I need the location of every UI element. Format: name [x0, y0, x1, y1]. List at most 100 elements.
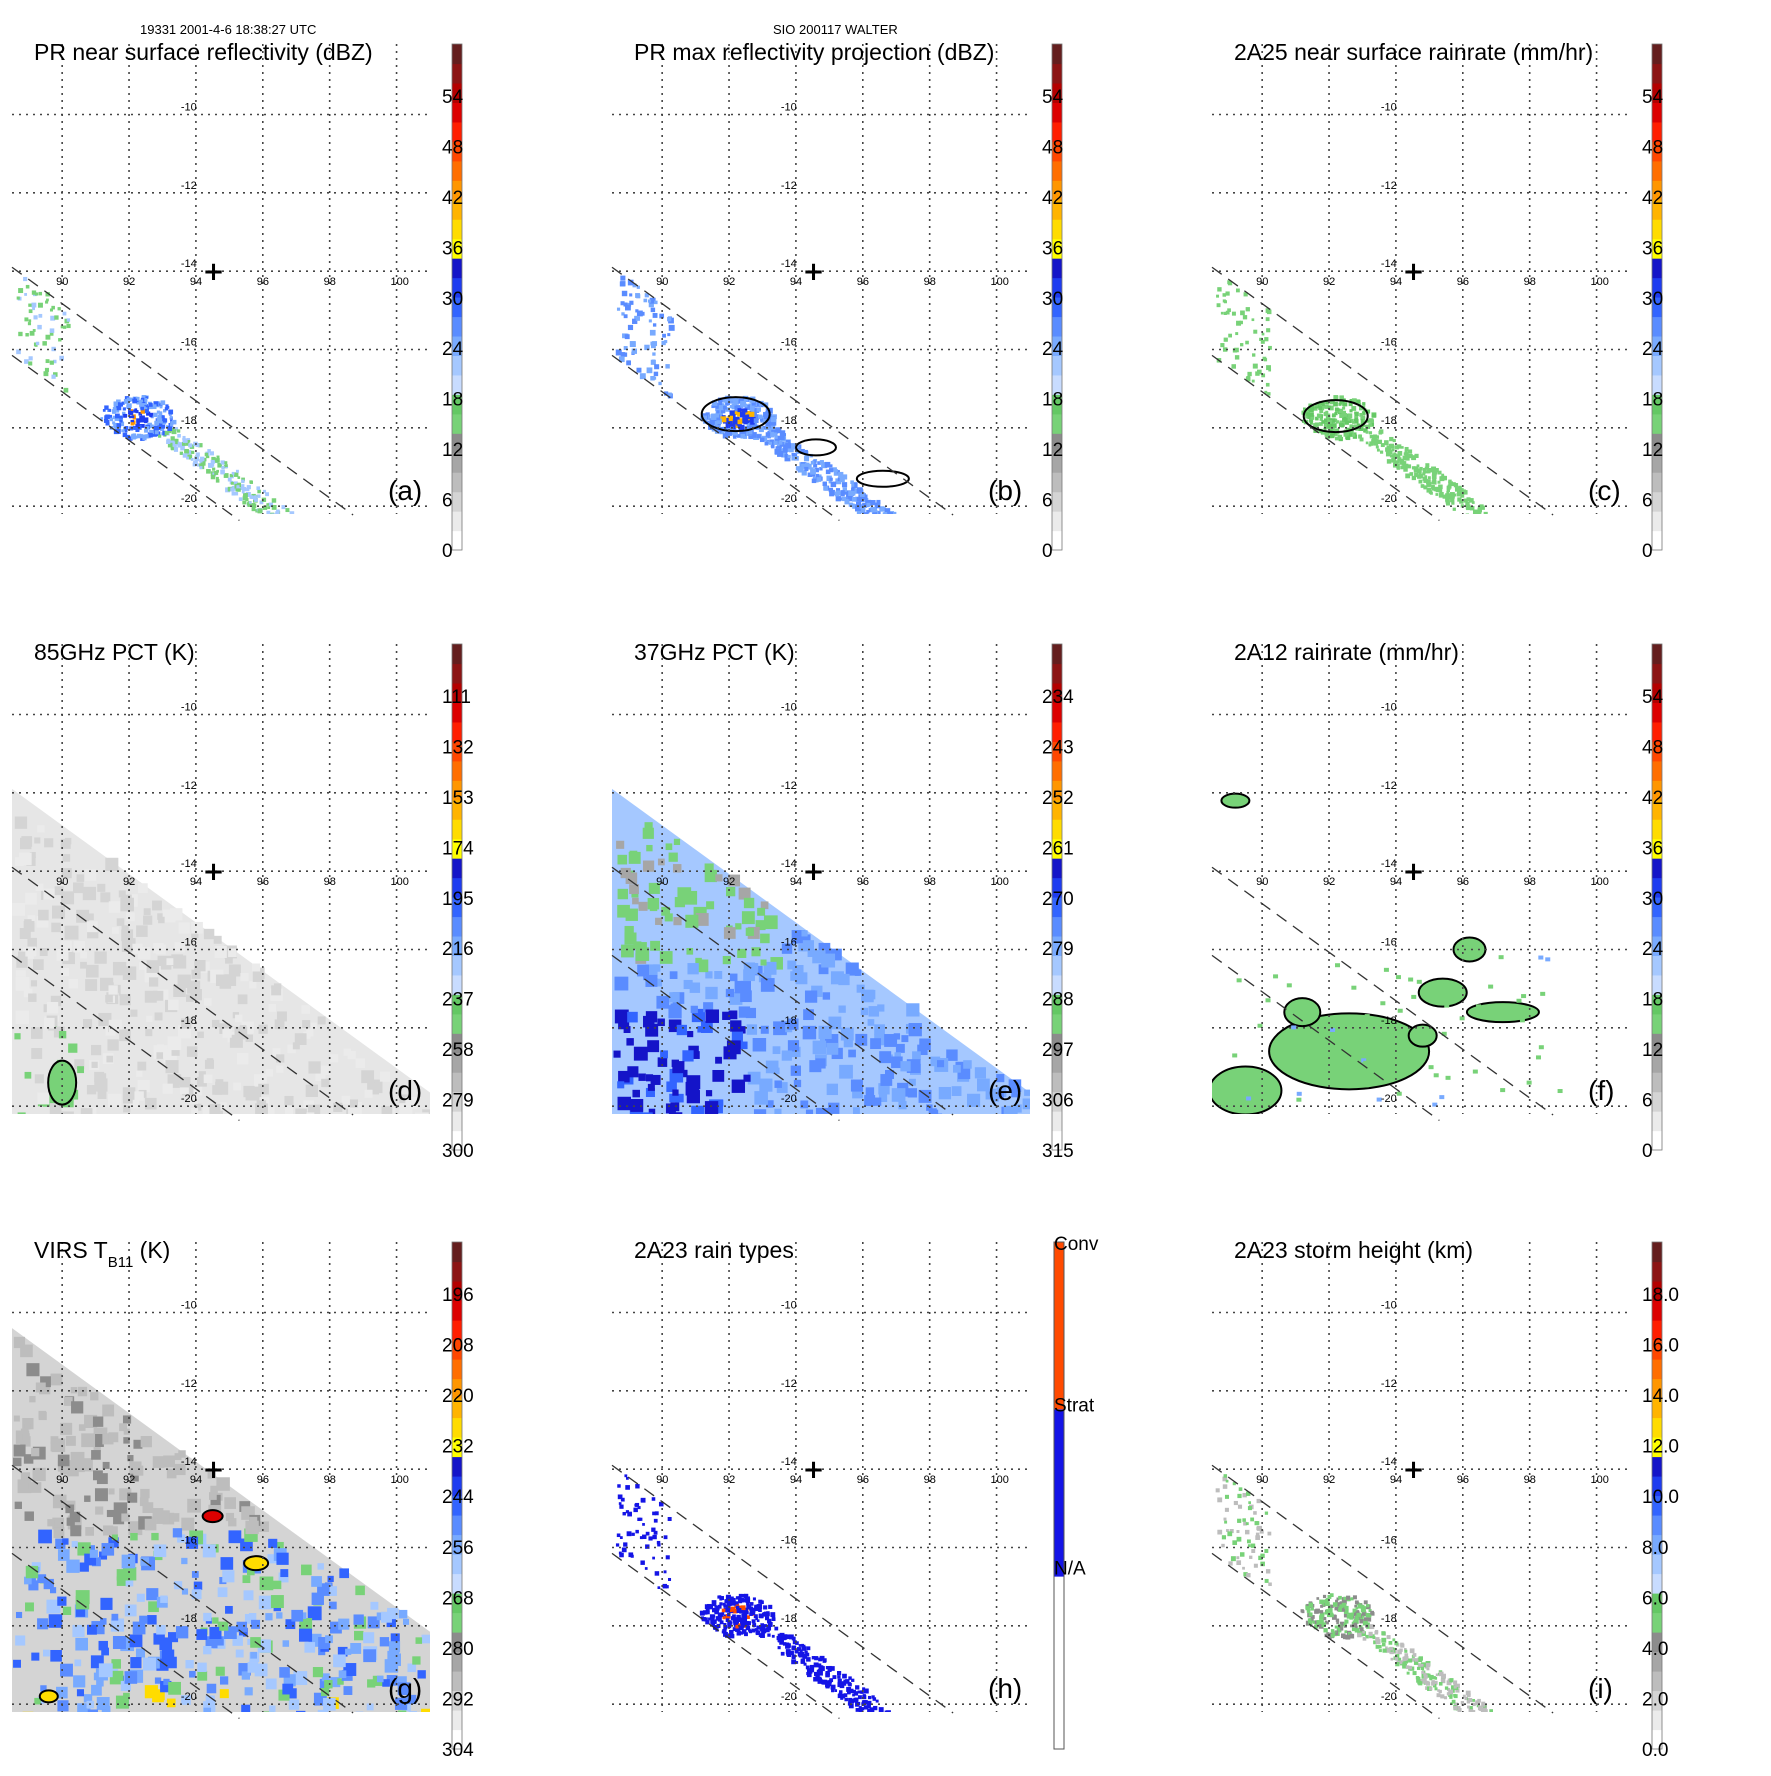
- rain-pixel: [1240, 343, 1244, 347]
- brightness-pixel: [174, 942, 185, 953]
- rain-pixel: [847, 1682, 852, 1686]
- colorbar-segment: [1052, 1091, 1062, 1112]
- rain-pixel: [1249, 1555, 1253, 1559]
- reflectivity-pixel: [906, 534, 912, 540]
- rain-pixel: [657, 1586, 661, 1589]
- rain-pixel: [191, 450, 195, 454]
- rain-pixel: [1246, 1491, 1251, 1496]
- brightness-pixel: [370, 1601, 379, 1610]
- rain-pixel: [1438, 484, 1443, 490]
- rain-pixel: [1481, 1701, 1486, 1706]
- reflectivity-pixel: [915, 536, 920, 541]
- reflectivity-pixel: [804, 462, 810, 468]
- rain-pixel: [830, 1666, 835, 1671]
- brightness-pixel: [109, 1670, 124, 1685]
- rain-pixel: [1520, 544, 1524, 548]
- rain-pixel: [929, 1749, 933, 1753]
- reflectivity-pixel: [877, 519, 882, 524]
- lon-tick-label: 98: [324, 1474, 336, 1486]
- reflectivity-pixel: [748, 434, 754, 439]
- reflectivity-pixel: [736, 434, 741, 438]
- rain-pixel: [1496, 1718, 1501, 1723]
- brightness-pixel: [997, 1092, 1004, 1099]
- rain-pixel: [1366, 1625, 1370, 1629]
- reflectivity-pixel: [735, 416, 740, 422]
- rain-pixel: [207, 449, 211, 453]
- reflectivity-pixel: [814, 467, 819, 473]
- brightness-pixel: [285, 1619, 296, 1630]
- brightness-pixel: [214, 945, 227, 959]
- reflectivity-pixel: [756, 407, 761, 412]
- colorbar-segment: [452, 472, 462, 493]
- rain-pixel: [867, 1704, 871, 1709]
- lat-tick-label: -20: [1381, 493, 1397, 505]
- rain-pixel: [1523, 1744, 1526, 1747]
- rain-pixel: [1358, 1625, 1363, 1630]
- colorbar-segment: [452, 1013, 462, 1034]
- brightness-pixel: [191, 1107, 199, 1114]
- brightness-pixel: [137, 883, 148, 894]
- rain-pixel: [1347, 1632, 1351, 1635]
- rain-pixel: [135, 396, 140, 401]
- brightness-pixel: [677, 887, 692, 901]
- brightness-pixel: [282, 1683, 294, 1695]
- rain-pixel: [1340, 1627, 1344, 1631]
- brightness-pixel: [75, 1637, 88, 1651]
- rain-pixel: [760, 1600, 764, 1605]
- brightness-pixel: [878, 1083, 890, 1095]
- rain-pixel: [1409, 1648, 1415, 1654]
- rain-pixel: [170, 436, 175, 441]
- rain-pixel: [1499, 1718, 1504, 1723]
- rain-pixel: [914, 1737, 919, 1742]
- rain-pixel: [153, 425, 159, 431]
- brightness-pixel: [673, 838, 681, 846]
- rain-pixel: [735, 1601, 739, 1605]
- rain-pixel: [1339, 1621, 1345, 1627]
- reflectivity-pixel: [784, 454, 789, 458]
- rain-pixel: [1343, 1608, 1349, 1614]
- brightness-pixel: [129, 1098, 139, 1109]
- brightness-pixel: [772, 1046, 781, 1055]
- brightness-pixel: [14, 1033, 21, 1040]
- rain-pixel: [170, 441, 176, 447]
- reflectivity-pixel: [740, 429, 747, 436]
- rain-pixel: [1434, 468, 1439, 473]
- reflectivity-pixel: [891, 523, 896, 528]
- brightness-pixel: [62, 1538, 69, 1545]
- rain-pixel: [1459, 488, 1464, 493]
- rain-pixel: [210, 459, 215, 464]
- swath-edge-line: [611, 1464, 954, 1714]
- rain-pixel: [1395, 1661, 1400, 1667]
- colorbar-segment: [1652, 974, 1662, 995]
- rain-pixel: [1470, 1716, 1473, 1719]
- rain-pixel: [1507, 532, 1511, 536]
- rain-pixel: [235, 469, 239, 473]
- brightness-pixel: [56, 1686, 68, 1699]
- reflectivity-pixel: [623, 346, 628, 351]
- rain-pixel: [729, 1634, 735, 1639]
- rain-pixel: [247, 503, 251, 507]
- rain-pixel: [1378, 1649, 1382, 1653]
- brightness-pixel: [147, 1615, 157, 1625]
- rain-pixel: [719, 1602, 723, 1606]
- rain-pixel: [1349, 429, 1354, 434]
- reflectivity-pixel: [800, 448, 805, 454]
- brightness-pixel: [206, 1683, 217, 1694]
- brightness-pixel: [705, 986, 718, 1000]
- rain-pixel: [133, 426, 137, 430]
- colorbar-tick-label: 54: [1042, 87, 1064, 108]
- rain-pixel: [1391, 457, 1397, 463]
- colorbar-tick-label: 6: [442, 491, 453, 512]
- colorbar-segment: [1652, 916, 1662, 937]
- rain-pixel: [1472, 1698, 1476, 1702]
- reflectivity-pixel: [620, 301, 625, 306]
- brightness-pixel: [423, 1710, 430, 1712]
- brightness-pixel: [57, 1596, 67, 1606]
- rain-pixel: [1374, 439, 1379, 445]
- reflectivity-pixel: [720, 416, 727, 423]
- brightness-pixel: [627, 1011, 638, 1023]
- brightness-pixel: [648, 882, 660, 894]
- brightness-pixel: [840, 1027, 854, 1041]
- brightness-pixel: [349, 1099, 358, 1108]
